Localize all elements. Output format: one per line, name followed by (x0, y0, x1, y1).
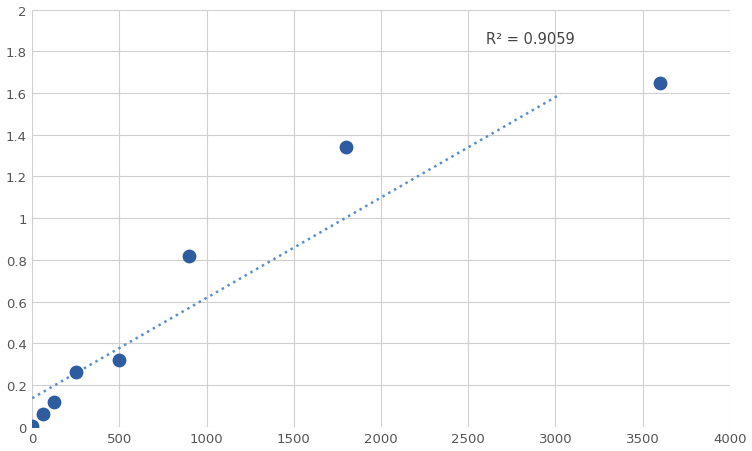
Point (114, 357, 126, 364)
Point (48, 398, 60, 405)
Text: R² = 0.9059: R² = 0.9059 (486, 32, 575, 47)
Point (37, 411, 49, 418)
Point (654, 80, 666, 87)
Point (340, 144, 352, 152)
Point (70, 368, 82, 375)
Point (26, 422, 38, 429)
Point (183, 253, 196, 260)
